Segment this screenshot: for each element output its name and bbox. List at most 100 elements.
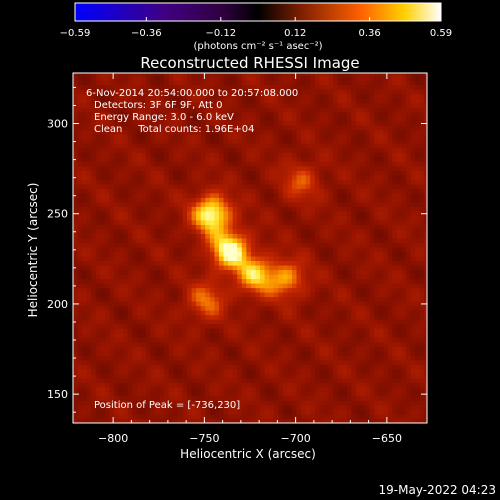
heatmap-cell xyxy=(328,350,334,356)
heatmap-cell xyxy=(127,161,133,167)
heatmap-cell xyxy=(296,192,302,198)
heatmap-cell xyxy=(191,147,197,153)
heatmap-cell xyxy=(150,260,156,266)
heatmap-cell xyxy=(223,332,229,338)
heatmap-cell xyxy=(209,229,215,234)
heatmap-cell xyxy=(351,143,357,149)
heatmap-cell xyxy=(145,206,151,212)
heatmap-cell xyxy=(291,328,297,334)
heatmap-cell xyxy=(173,224,179,230)
heatmap-cell xyxy=(100,156,106,162)
heatmap-cell xyxy=(401,341,407,347)
heatmap-cell xyxy=(264,328,270,334)
heatmap-cell xyxy=(269,183,275,189)
heatmap-cell xyxy=(196,409,202,415)
heatmap-cell xyxy=(410,260,416,266)
heatmap-cell xyxy=(145,247,151,253)
heatmap-cell xyxy=(237,395,243,401)
heatmap-cell xyxy=(301,242,307,248)
heatmap-cell xyxy=(383,242,389,248)
heatmap-cell xyxy=(182,373,188,379)
heatmap-cell xyxy=(291,188,297,194)
heatmap-cell xyxy=(401,256,407,262)
heatmap-cell xyxy=(232,242,238,248)
heatmap-cell xyxy=(145,292,151,298)
heatmap-cell xyxy=(337,332,343,338)
heatmap-cell xyxy=(109,201,115,207)
heatmap-cell xyxy=(296,161,302,167)
heatmap-cell xyxy=(255,269,261,275)
heatmap-cell xyxy=(351,328,357,334)
heatmap-cell xyxy=(159,251,165,257)
heatmap-cell xyxy=(86,409,92,415)
heatmap-cell xyxy=(77,310,83,316)
heatmap-cell xyxy=(287,395,293,401)
heatmap-cell xyxy=(95,287,101,293)
heatmap-cell xyxy=(196,179,202,185)
heatmap-cell xyxy=(73,274,78,280)
heatmap-cell xyxy=(77,323,83,329)
heatmap-cell xyxy=(155,215,161,221)
heatmap-cell xyxy=(378,188,384,194)
heatmap-cell xyxy=(360,287,366,293)
heatmap-cell xyxy=(364,305,370,311)
heatmap-cell xyxy=(287,143,293,149)
heatmap-cell xyxy=(182,296,188,302)
heatmap-cell xyxy=(319,224,325,230)
heatmap-cell xyxy=(305,355,311,361)
heatmap-cell xyxy=(136,323,142,329)
heatmap-cell xyxy=(401,238,407,243)
heatmap-cell xyxy=(260,201,265,207)
heatmap-cell xyxy=(173,377,179,383)
heatmap-cell xyxy=(241,183,247,189)
heatmap-cell xyxy=(396,404,402,410)
heatmap-cell xyxy=(406,165,411,171)
heatmap-cell xyxy=(314,355,320,361)
heatmap-cell xyxy=(246,287,252,293)
heatmap-cell xyxy=(264,170,270,176)
heatmap-cell xyxy=(387,319,393,325)
heatmap-cell xyxy=(273,147,279,153)
heatmap-cell xyxy=(282,192,288,198)
heatmap-cell xyxy=(82,314,88,320)
heatmap-cell xyxy=(301,319,307,325)
heatmap-cell xyxy=(301,418,307,423)
heatmap-cell xyxy=(155,386,161,392)
heatmap-cell xyxy=(73,188,78,194)
heatmap-cell xyxy=(223,323,229,329)
heatmap-cell xyxy=(406,382,411,388)
heatmap-cell xyxy=(214,238,220,243)
heatmap-cell xyxy=(319,368,325,374)
heatmap-cell xyxy=(86,400,92,406)
heatmap-cell xyxy=(155,337,161,343)
heatmap-cell xyxy=(323,143,329,149)
heatmap-cell xyxy=(196,400,202,406)
heatmap-cell xyxy=(73,346,78,352)
heatmap-cell xyxy=(250,296,256,302)
heatmap-cell xyxy=(205,174,211,180)
heatmap-cell xyxy=(360,215,366,221)
heatmap-cell xyxy=(264,395,270,401)
heatmap-cell xyxy=(342,373,348,379)
heatmap-cell xyxy=(91,382,97,388)
heatmap-cell xyxy=(237,215,243,221)
heatmap-cell xyxy=(278,310,284,316)
heatmap-cell xyxy=(282,350,288,356)
heatmap-cell xyxy=(241,350,247,356)
heatmap-cell xyxy=(406,301,411,307)
heatmap-cell xyxy=(218,368,224,374)
heatmap-cell xyxy=(82,251,88,257)
heatmap-cell xyxy=(205,229,211,234)
heatmap-cell xyxy=(177,251,183,257)
heatmap-cell xyxy=(378,197,384,203)
heatmap-cell xyxy=(223,413,229,419)
heatmap-cell xyxy=(123,201,129,207)
heatmap-cell xyxy=(177,359,183,365)
heatmap-cell xyxy=(419,278,425,284)
heatmap-cell xyxy=(264,220,270,225)
heatmap-cell xyxy=(104,323,110,329)
heatmap-cell xyxy=(241,368,247,374)
heatmap-cell xyxy=(200,368,206,374)
heatmap-cell xyxy=(378,242,384,248)
heatmap-cell xyxy=(287,373,293,379)
